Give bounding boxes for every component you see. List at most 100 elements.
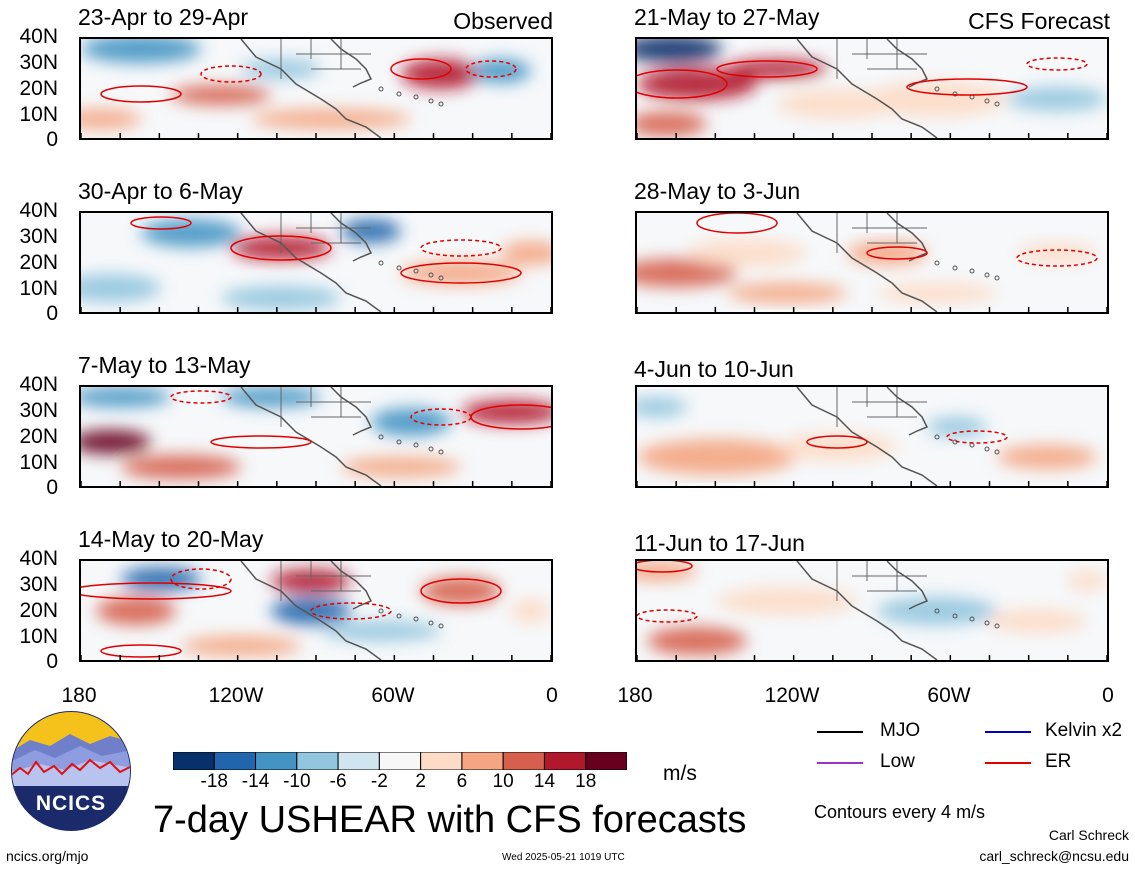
colorbar-swatch bbox=[296, 751, 339, 771]
lon-label-left-0: 0 bbox=[546, 684, 558, 707]
lon-label-right-0: 0 bbox=[1102, 684, 1114, 707]
coastline bbox=[796, 561, 938, 660]
map-field-8 bbox=[637, 561, 1107, 660]
map-panel-1 bbox=[79, 37, 553, 140]
lat-label: 20N bbox=[19, 425, 58, 448]
lon-label-left-60w: 60W bbox=[371, 684, 415, 707]
lat-label: 10N bbox=[19, 625, 58, 648]
panel-title-1: 23-Apr to 29-Apr bbox=[78, 4, 249, 30]
lat-label: 0 bbox=[46, 128, 58, 151]
shear-anomaly-blob bbox=[471, 59, 531, 83]
ncics-logo: NCICS bbox=[10, 710, 132, 832]
shear-anomaly-blob bbox=[141, 219, 241, 247]
coastline bbox=[240, 39, 382, 138]
shear-anomaly-blob bbox=[401, 261, 521, 285]
map-panel-2 bbox=[635, 37, 1109, 140]
colorbar-label: 18 bbox=[575, 771, 597, 792]
colorbar-swatch bbox=[213, 751, 257, 771]
er-contour bbox=[716, 60, 818, 78]
colorbar-swatch bbox=[543, 751, 587, 771]
shear-anomaly-blob bbox=[81, 39, 201, 63]
lat-label: 30N bbox=[19, 225, 58, 248]
map-panel-8 bbox=[635, 559, 1109, 662]
footer-email[interactable]: carl_schreck@ncsu.edu bbox=[979, 848, 1129, 864]
shear-anomaly-blob bbox=[321, 621, 441, 641]
er-contour bbox=[637, 561, 693, 573]
er-contour bbox=[130, 216, 192, 230]
er-contour bbox=[465, 60, 517, 78]
colorbar bbox=[172, 751, 628, 771]
map-panel-4 bbox=[635, 211, 1109, 314]
coastline bbox=[886, 387, 929, 436]
colorbar-label: 2 bbox=[415, 771, 426, 792]
shear-anomaly-blob bbox=[421, 577, 501, 605]
colorbar-swatch bbox=[585, 751, 628, 771]
shear-anomaly-blob bbox=[81, 109, 141, 129]
footer-url[interactable]: ncics.org/mjo bbox=[6, 848, 89, 864]
shear-anomaly-blob bbox=[181, 636, 301, 656]
lat-label: 20N bbox=[19, 77, 58, 100]
er-contour bbox=[200, 65, 262, 83]
lat-label: 40N bbox=[19, 199, 58, 222]
shear-anomaly-blob bbox=[401, 59, 481, 89]
colorbar-label: -2 bbox=[370, 771, 388, 792]
lat-label: 0 bbox=[46, 476, 58, 499]
shear-anomaly-blob bbox=[121, 455, 241, 479]
legend-kelvin-label: Kelvin x2 bbox=[1045, 720, 1123, 741]
colorbar-swatch bbox=[461, 751, 504, 771]
shear-anomaly-blob bbox=[171, 85, 271, 105]
lat-label: 20N bbox=[19, 599, 58, 622]
er-contour bbox=[310, 602, 392, 620]
lon-label-right-120w: 120W bbox=[764, 684, 820, 707]
er-contour bbox=[637, 609, 698, 623]
er-contour bbox=[866, 246, 928, 260]
map-field-1 bbox=[81, 39, 551, 138]
shear-anomaly-blob bbox=[637, 39, 722, 63]
panel-tag-forecast: CFS Forecast bbox=[968, 8, 1110, 34]
map-field-5 bbox=[81, 387, 551, 486]
colorbar-swatch bbox=[502, 751, 545, 771]
colorbar-label: 6 bbox=[456, 771, 468, 792]
shear-anomaly-blob bbox=[1067, 571, 1107, 591]
colorbar-swatch bbox=[337, 751, 380, 771]
shear-anomaly-blob bbox=[637, 259, 737, 287]
panel-title-7: 14-May to 20-May bbox=[78, 526, 264, 552]
footer-timestamp: Wed 2025-05-21 1019 UTC bbox=[502, 852, 625, 863]
panel-title-8: 11-Jun to 17-Jun bbox=[634, 530, 805, 556]
shear-anomaly-blob bbox=[987, 609, 1087, 633]
coastline bbox=[886, 561, 929, 610]
legend-low-label: Low bbox=[880, 751, 915, 772]
legend-low-line bbox=[817, 762, 863, 764]
colorbar-swatch bbox=[378, 751, 422, 771]
panel-title-6: 4-Jun to 10-Jun bbox=[634, 356, 794, 382]
map-field-7 bbox=[81, 561, 551, 660]
shear-anomaly-blob bbox=[96, 597, 176, 625]
colorbar-swatch bbox=[255, 751, 298, 771]
map-panel-7 bbox=[79, 559, 553, 662]
shear-anomaly-blob bbox=[1007, 87, 1107, 111]
lat-label: 40N bbox=[19, 547, 58, 570]
lat-label: 10N bbox=[19, 103, 58, 126]
shear-anomaly-blob bbox=[867, 81, 1007, 117]
er-contour bbox=[170, 568, 232, 590]
shear-anomaly-blob bbox=[777, 89, 897, 119]
lat-label: 30N bbox=[19, 51, 58, 74]
er-contour bbox=[906, 78, 1028, 96]
shear-anomaly-blob bbox=[647, 627, 747, 655]
er-contour bbox=[806, 435, 868, 449]
lat-label: 30N bbox=[19, 399, 58, 422]
er-contour bbox=[400, 262, 522, 284]
er-contour bbox=[1016, 249, 1098, 267]
map-panel-5 bbox=[79, 385, 553, 488]
coastline bbox=[330, 39, 373, 88]
shear-anomaly-blob bbox=[1017, 243, 1097, 263]
er-contour bbox=[390, 58, 452, 80]
colorbar-units: m/s bbox=[663, 762, 697, 785]
shear-anomaly-blob bbox=[877, 283, 997, 303]
panel-title-3: 30-Apr to 6-May bbox=[78, 178, 243, 204]
map-panel-6 bbox=[635, 385, 1109, 488]
er-contour bbox=[100, 85, 182, 103]
lat-label: 0 bbox=[46, 650, 58, 673]
panel-tag-observed: Observed bbox=[453, 8, 553, 34]
shear-anomaly-blob bbox=[637, 68, 757, 100]
